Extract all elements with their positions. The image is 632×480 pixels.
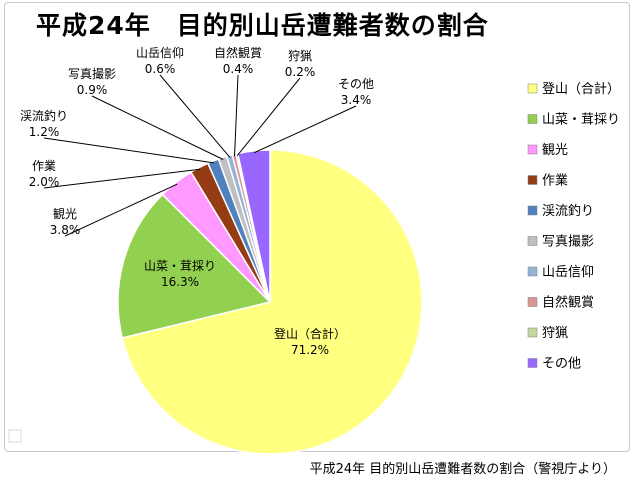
leader-line-7 [234, 74, 239, 157]
pie-slice-0 [121, 149, 423, 455]
legend-swatch-4 [527, 205, 538, 216]
slice-value-1: 16.3% [161, 275, 199, 289]
legend-label-6: 山岳信仰 [542, 265, 594, 280]
slice-value-0: 71.2% [291, 343, 329, 357]
slice-label-1: 山菜・茸採り [144, 259, 216, 273]
legend-label-2: 観光 [542, 143, 568, 158]
leader-line-9 [253, 105, 357, 154]
slice-value-2: 3.8% [50, 223, 81, 237]
slice-value-7: 0.4% [223, 62, 254, 76]
slice-value-9: 3.4% [341, 93, 372, 107]
slice-label-5: 写真撮影 [68, 67, 116, 81]
legend-swatch-5 [527, 236, 538, 246]
slice-value-3: 2.0% [29, 175, 60, 189]
leader-line-5 [91, 95, 224, 160]
legend-swatch-0 [527, 83, 538, 94]
leader-line-2 [64, 183, 178, 237]
legend-label-9: その他 [542, 357, 581, 372]
legend-swatch-2 [527, 144, 538, 155]
image-caption: 平成24年 目的別山岳遭難者数の割合（警視庁より） [309, 462, 616, 477]
slice-label-3: 作業 [32, 159, 56, 173]
pie-slice-1 [117, 193, 272, 339]
leader-line-4 [43, 137, 214, 164]
slice-label-9: その他 [338, 77, 374, 91]
legend-swatch-1 [527, 114, 538, 124]
legend-label-7: 自然観賞 [542, 295, 594, 311]
legend-swatch-3 [527, 175, 538, 185]
legend-label-1: 山菜・茸採り [542, 113, 620, 128]
leader-line-8 [236, 77, 301, 156]
legend-label-8: 狩猟 [542, 326, 568, 341]
leader-line-3 [43, 168, 201, 189]
legend-label-4: 渓流釣り [542, 203, 594, 219]
leader-line-6 [159, 74, 231, 158]
slice-label-6: 山岳信仰 [136, 45, 184, 60]
slice-value-4: 1.2% [29, 125, 60, 139]
watermark-logo [8, 429, 22, 443]
legend-label-0: 登山（合計） [542, 81, 620, 97]
slice-label-0: 登山（合計） [274, 326, 346, 341]
legend-swatch-8 [527, 327, 538, 338]
slice-value-8: 0.2% [285, 65, 316, 79]
slice-label-4: 渓流釣り [20, 108, 68, 123]
legend-swatch-6 [527, 266, 538, 277]
legend-label-3: 作業 [542, 173, 568, 189]
pie-slice-9 [236, 149, 271, 303]
legend-label-5: 写真撮影 [542, 234, 594, 250]
legend-swatch-9 [527, 358, 538, 368]
slice-label-2: 観光 [53, 207, 77, 221]
slice-label-7: 自然観賞 [214, 45, 262, 60]
legend-swatch-7 [527, 297, 538, 307]
slice-value-5: 0.9% [77, 83, 108, 97]
chart-title: 平成24年 目的別山岳遭難者数の割合 [36, 11, 489, 40]
slice-value-6: 0.6% [145, 62, 176, 76]
slice-label-8: 狩猟 [288, 48, 312, 63]
